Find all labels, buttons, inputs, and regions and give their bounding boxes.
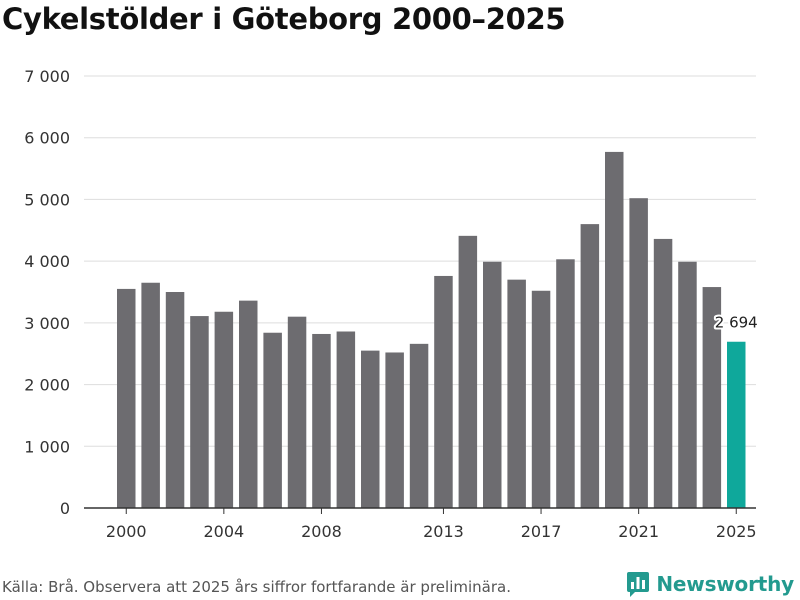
bar-2012 [409,343,429,508]
bar-2014 [458,235,478,508]
bars [117,151,746,509]
bar-2024 [702,287,722,508]
y-tick-label: 5 000 [24,190,70,209]
bar-2015 [483,261,502,508]
y-tick-label: 1 000 [24,437,70,456]
x-tick-label: 2013 [423,522,464,541]
bar-2025 [727,341,746,508]
bar-2022 [653,238,673,508]
bar-2000 [117,288,136,508]
bar-2020 [605,151,624,508]
brand-logo[interactable]: Newsworthy [626,570,794,598]
y-tick-label: 6 000 [24,129,70,148]
bar-2017 [531,290,551,508]
bar-2008 [312,333,331,508]
data-labels: 2 694 [713,312,760,334]
y-tick-label: 7 000 [24,67,70,86]
bar-2002 [165,292,185,508]
bar-2013 [434,275,453,508]
bar-2009 [336,331,356,508]
x-tick-label: 2025 [716,522,757,541]
y-axis-ticks: 0 1 000 2 000 3 000 4 000 5 000 6 000 7 000 [24,67,70,518]
bar-2006 [263,332,282,508]
data-label-2025: 2 694 [715,314,758,332]
y-tick-label: 0 [60,499,70,518]
bar-2001 [141,282,160,508]
y-tick-label: 2 000 [24,376,70,395]
x-tick-label: 2017 [521,522,562,541]
bar-chart-logo-icon [627,572,650,597]
y-tick-label: 3 000 [24,314,70,333]
bar-2011 [385,352,404,508]
x-tick-label: 2008 [301,522,342,541]
bar-2021 [629,198,648,509]
y-tick-label: 4 000 [24,252,70,271]
bar-2004 [214,311,234,508]
chart-title: Cykelstölder i Göteborg 2000–2025 [2,2,566,36]
bar-2023 [678,261,697,508]
source-note: Källa: Brå. Observera att 2025 års siffr… [2,578,511,596]
bar-2016 [507,279,526,508]
bar-2010 [361,350,380,508]
bar-2005 [239,300,258,508]
x-axis-ticks: 2000 2004 2008 2013 2017 2021 2025 [106,508,757,541]
x-tick-label: 2021 [618,522,659,541]
x-tick-label: 2000 [106,522,147,541]
bar-2018 [556,259,575,508]
brand-name: Newsworthy [656,572,794,596]
x-tick-label: 2004 [203,522,244,541]
bar-2003 [190,316,209,508]
bar-2019 [580,224,600,508]
bar-2007 [287,316,307,508]
